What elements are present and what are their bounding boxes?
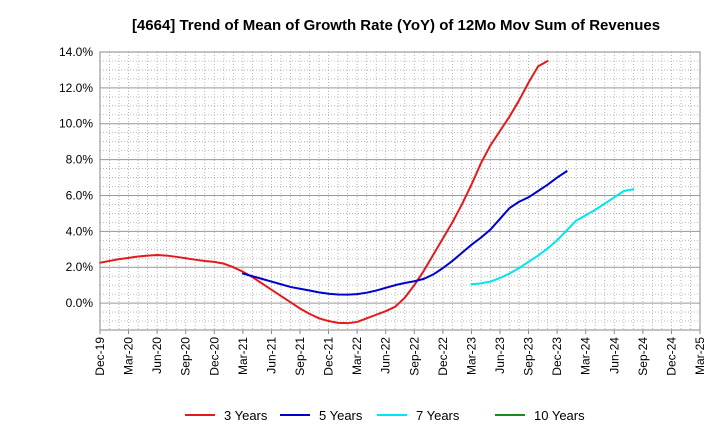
- legend-label-3-years: 3 Years: [224, 408, 268, 423]
- series-line-5-years: [241, 170, 568, 296]
- plot-area: [100, 52, 700, 330]
- y-tick-label: 12.0%: [59, 81, 93, 95]
- x-tick-label: Dec-20: [207, 337, 221, 376]
- x-tick-label: Jun-21: [264, 337, 278, 374]
- x-tick-label: Dec-23: [550, 337, 564, 376]
- x-tick-label: Sep-22: [407, 337, 421, 376]
- x-tick-label: Jun-22: [379, 337, 393, 374]
- x-tick-label: Mar-25: [693, 337, 707, 375]
- plot-frame: [99, 51, 701, 331]
- x-tick-label: Dec-19: [93, 337, 107, 376]
- series-line-7-years: [470, 188, 635, 286]
- x-tick-label: Dec-22: [436, 337, 450, 376]
- x-tick-label: Jun-20: [150, 337, 164, 374]
- x-tick-label: Jun-24: [607, 337, 621, 374]
- x-tick-label: Mar-22: [350, 337, 364, 375]
- chart-title: [4664] Trend of Mean of Growth Rate (YoY…: [132, 17, 660, 34]
- x-tick-label: Dec-24: [664, 337, 678, 376]
- y-tick-label: 0.0%: [66, 296, 94, 310]
- grid: [99, 51, 701, 331]
- legend-label-10-years: 10 Years: [534, 408, 585, 423]
- legend: 3 Years 5 Years 7 Years 10 Years: [185, 408, 585, 423]
- x-tick-label: Sep-20: [179, 337, 193, 376]
- x-tick-label: Mar-20: [122, 337, 136, 375]
- series-line-3-years: [99, 59, 549, 325]
- y-tick-label: 10.0%: [59, 117, 93, 131]
- y-tick-label: 2.0%: [66, 260, 94, 274]
- x-tick-label: Mar-23: [464, 337, 478, 375]
- x-tick-label: Mar-21: [236, 337, 250, 375]
- x-tick-label: Sep-24: [636, 337, 650, 376]
- x-tick-label: Jun-23: [493, 337, 507, 374]
- y-tick-label: 14.0%: [59, 45, 93, 59]
- legend-label-7-years: 7 Years: [416, 408, 460, 423]
- y-tick-label: 6.0%: [66, 188, 94, 202]
- x-tick-label: Sep-23: [522, 337, 536, 376]
- axes: 14.0% 12.0% 10.0% 8.0% 6.0% 4.0% 2.0% 0.0% Dec-1…: [59, 45, 707, 376]
- x-tick-label: Mar-24: [579, 337, 593, 375]
- series-lines: [99, 59, 635, 325]
- x-tick-label: Sep-21: [293, 337, 307, 376]
- y-tick-label: 4.0%: [66, 224, 94, 238]
- legend-label-5-years: 5 Years: [319, 408, 363, 423]
- y-tick-label: 8.0%: [66, 153, 94, 167]
- x-tick-label: Dec-21: [322, 337, 336, 376]
